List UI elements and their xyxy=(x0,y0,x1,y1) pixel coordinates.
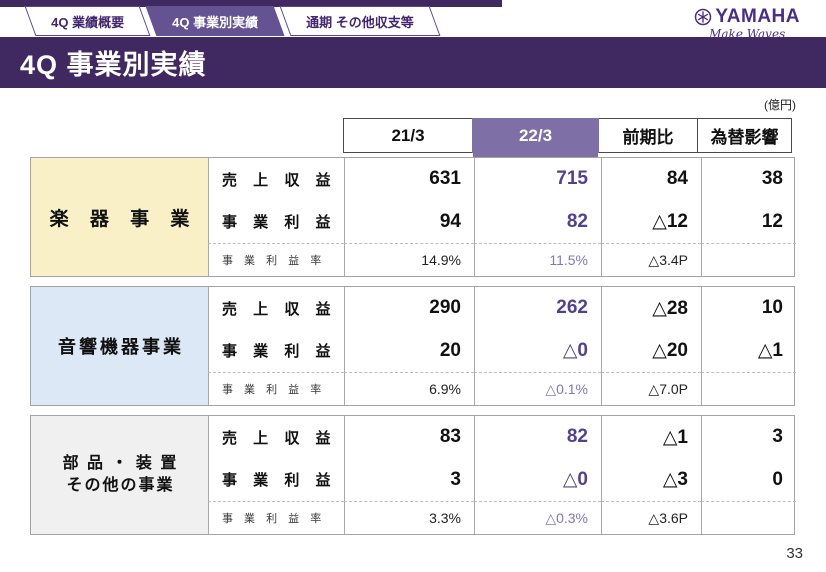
value-為替影響: 0 xyxy=(701,458,796,501)
segment-group-3: 部 品 ・ 装 置その他の事業売 上 収 益 83 82 △1 3 事 業 利 益 3 △0 △… xyxy=(30,415,796,535)
value-為替影響: 3 xyxy=(701,416,796,458)
value-前期比: △1 xyxy=(601,416,701,458)
value-前期比: 84 xyxy=(601,158,701,200)
column-header-21/3: 21/3 xyxy=(343,118,473,153)
value-22/3: △0 xyxy=(474,458,601,501)
value-前期比: △28 xyxy=(601,287,701,329)
value-22/3: △0 xyxy=(474,329,601,372)
metric-label: 事 業 利 益 率 xyxy=(208,501,344,534)
value-22/3: 262 xyxy=(474,287,601,329)
segment-group-1: 楽 器 事 業売 上 収 益 631 715 84 38 事 業 利 益 94 82 △12 12… xyxy=(30,157,796,277)
top-accent-strip xyxy=(0,0,502,7)
yamaha-logo: YAMAHA Make Waves xyxy=(694,6,800,41)
segment-name: 部 品 ・ 装 置その他の事業 xyxy=(31,416,208,534)
value-前期比: △3 xyxy=(601,458,701,501)
value-22/3: 11.5% xyxy=(474,243,601,276)
tab-label: 4Q 業績概要 xyxy=(51,14,124,30)
tab-4q-jigyobetsu-jisseki[interactable]: 4Q 事業別実績 xyxy=(145,6,285,36)
metric-label: 売 上 収 益 xyxy=(208,158,344,200)
tab-bar: 4Q 業績概要 4Q 事業別実績 通期 その他収支等 xyxy=(24,6,441,36)
value-為替影響 xyxy=(701,243,796,276)
value-22/3: 82 xyxy=(474,200,601,243)
value-為替影響: 12 xyxy=(701,200,796,243)
metric-label: 事 業 利 益 率 xyxy=(208,372,344,405)
value-22/3: △0.3% xyxy=(474,501,601,534)
page-title: 4Q 事業別実績 xyxy=(20,50,207,80)
metric-label: 事 業 利 益 率 xyxy=(208,243,344,276)
title-band: 4Q 事業別実績 xyxy=(0,37,826,88)
metric-label: 事 業 利 益 xyxy=(208,200,344,243)
value-21/3: 14.9% xyxy=(344,243,474,276)
brand-tagline: Make Waves xyxy=(709,27,786,41)
metric-label: 売 上 収 益 xyxy=(208,416,344,458)
value-前期比: △3.6P xyxy=(601,501,701,534)
tab-label: 通期 その他収支等 xyxy=(305,14,414,30)
brand-name: YAMAHA xyxy=(715,6,800,27)
value-21/3: 83 xyxy=(344,416,474,458)
value-前期比: △12 xyxy=(601,200,701,243)
metric-label: 事 業 利 益 xyxy=(208,458,344,501)
value-22/3: 82 xyxy=(474,416,601,458)
tuning-fork-icon xyxy=(695,8,712,26)
segment-group-2: 音響機器事業売 上 収 益 290 262 △28 10 事 業 利 益 20 △0 △20 △1… xyxy=(30,286,796,406)
metric-label: 事 業 利 益 xyxy=(208,329,344,372)
column-header-為替影響: 為替影響 xyxy=(697,118,792,153)
column-header-22/3: 22/3 xyxy=(472,118,599,157)
segment-groups: 楽 器 事 業売 上 収 益 631 715 84 38 事 業 利 益 94 82 △12 12… xyxy=(30,157,796,535)
page-number: 33 xyxy=(786,545,803,562)
value-21/3: 20 xyxy=(344,329,474,372)
value-21/3: 94 xyxy=(344,200,474,243)
value-21/3: 290 xyxy=(344,287,474,329)
value-為替影響 xyxy=(701,372,796,405)
value-為替影響 xyxy=(701,501,796,534)
unit-label: (億円) xyxy=(764,98,796,112)
column-header-前期比: 前期比 xyxy=(598,118,698,153)
value-21/3: 6.9% xyxy=(344,372,474,405)
value-22/3: 715 xyxy=(474,158,601,200)
value-前期比: △7.0P xyxy=(601,372,701,405)
segment-name: 音響機器事業 xyxy=(31,287,208,405)
table-header-row: 21/3 22/3 前期比 為替影響 xyxy=(343,118,795,157)
value-21/3: 3.3% xyxy=(344,501,474,534)
value-前期比: △3.4P xyxy=(601,243,701,276)
value-為替影響: 10 xyxy=(701,287,796,329)
metric-label: 売 上 収 益 xyxy=(208,287,344,329)
value-21/3: 631 xyxy=(344,158,474,200)
value-前期比: △20 xyxy=(601,329,701,372)
tab-label: 4Q 事業別実績 xyxy=(171,14,258,30)
tab-4q-gyoseki-gaiyo[interactable]: 4Q 業績概要 xyxy=(24,6,151,36)
value-為替影響: 38 xyxy=(701,158,796,200)
segment-name: 楽 器 事 業 xyxy=(31,158,208,276)
value-22/3: △0.1% xyxy=(474,372,601,405)
segment-results-table: 21/3 22/3 前期比 為替影響 楽 器 事 業売 上 収 益 631 715 84 38… xyxy=(30,118,796,544)
value-21/3: 3 xyxy=(344,458,474,501)
value-為替影響: △1 xyxy=(701,329,796,372)
tab-tsuki-sonota-shushi[interactable]: 通期 その他収支等 xyxy=(279,6,441,36)
